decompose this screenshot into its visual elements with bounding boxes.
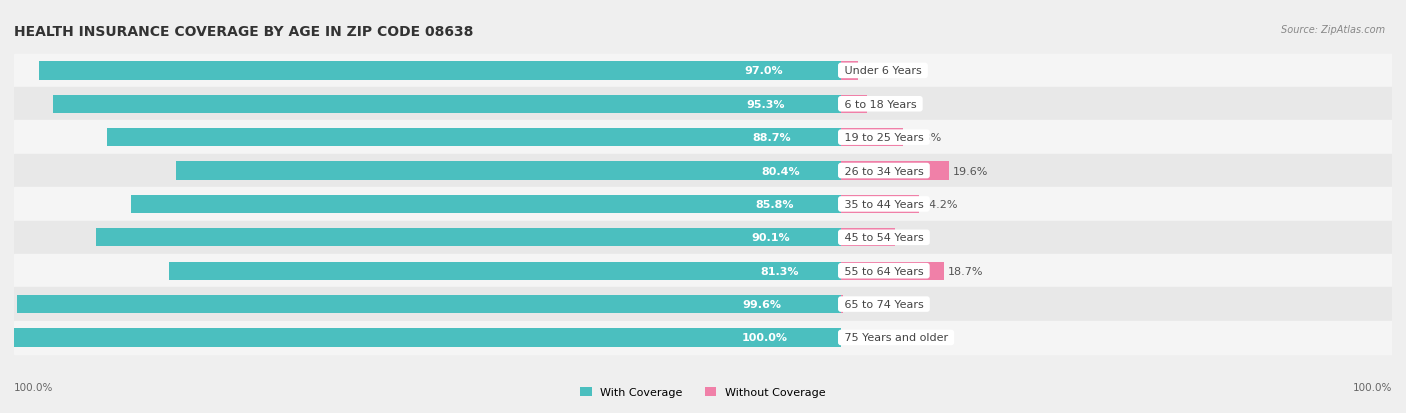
Text: Source: ZipAtlas.com: Source: ZipAtlas.com (1281, 25, 1385, 35)
Text: 80.4%: 80.4% (761, 166, 800, 176)
Text: 55 to 64 Years: 55 to 64 Years (841, 266, 927, 276)
Text: 26 to 34 Years: 26 to 34 Years (841, 166, 927, 176)
Bar (14, 157, 1392, 185)
Bar (14, 121, 1392, 154)
Bar (841, 262, 943, 280)
Text: 4.7%: 4.7% (870, 100, 900, 109)
Text: 6 to 18 Years: 6 to 18 Years (841, 100, 920, 109)
Bar (841, 129, 903, 147)
Text: 35 to 44 Years: 35 to 44 Years (841, 199, 927, 209)
Text: 19 to 25 Years: 19 to 25 Years (841, 133, 927, 143)
Bar (14, 90, 1392, 119)
Bar (14, 254, 1392, 288)
Bar (96, 228, 841, 247)
Bar (169, 262, 841, 280)
Text: 100.0%: 100.0% (14, 382, 53, 392)
Text: Under 6 Years: Under 6 Years (841, 66, 925, 76)
Text: 3.1%: 3.1% (862, 66, 890, 76)
Bar (841, 228, 896, 247)
Bar (841, 195, 920, 214)
Text: 45 to 54 Years: 45 to 54 Years (841, 233, 927, 243)
Bar (14, 123, 1392, 152)
Bar (17, 295, 841, 313)
Bar (14, 154, 1392, 188)
Text: 0.44%: 0.44% (848, 299, 883, 309)
Text: 81.3%: 81.3% (761, 266, 799, 276)
Bar (14, 57, 1392, 85)
Text: 14.2%: 14.2% (924, 199, 959, 209)
Bar (14, 290, 1392, 318)
Bar (14, 328, 841, 347)
Bar (14, 88, 1392, 121)
Bar (176, 162, 841, 180)
Text: 95.3%: 95.3% (747, 100, 785, 109)
Bar (14, 190, 1392, 218)
Text: 75 Years and older: 75 Years and older (841, 333, 952, 343)
Text: 97.0%: 97.0% (745, 66, 783, 76)
Bar (841, 162, 949, 180)
Text: 9.9%: 9.9% (900, 233, 928, 243)
Text: HEALTH INSURANCE COVERAGE BY AGE IN ZIP CODE 08638: HEALTH INSURANCE COVERAGE BY AGE IN ZIP … (14, 25, 474, 39)
Bar (14, 223, 1392, 252)
Text: 0.0%: 0.0% (845, 333, 873, 343)
Bar (14, 221, 1392, 254)
Bar (14, 321, 1392, 354)
Bar (14, 323, 1392, 352)
Text: 90.1%: 90.1% (751, 233, 790, 243)
Text: 88.7%: 88.7% (752, 133, 792, 143)
Text: 100.0%: 100.0% (741, 333, 787, 343)
Bar (131, 195, 841, 214)
Legend: With Coverage, Without Coverage: With Coverage, Without Coverage (581, 387, 825, 397)
Text: 100.0%: 100.0% (1353, 382, 1392, 392)
Bar (14, 288, 1392, 321)
Bar (841, 95, 866, 114)
Bar (841, 62, 858, 81)
Bar (14, 55, 1392, 88)
Text: 65 to 74 Years: 65 to 74 Years (841, 299, 927, 309)
Bar (14, 257, 1392, 285)
Text: 18.7%: 18.7% (948, 266, 983, 276)
Text: 85.8%: 85.8% (755, 199, 794, 209)
Bar (53, 95, 841, 114)
Text: 11.3%: 11.3% (907, 133, 942, 143)
Text: 19.6%: 19.6% (953, 166, 988, 176)
Text: 99.6%: 99.6% (742, 299, 780, 309)
Bar (107, 129, 841, 147)
Bar (14, 188, 1392, 221)
Bar (39, 62, 841, 81)
Bar (841, 295, 844, 313)
